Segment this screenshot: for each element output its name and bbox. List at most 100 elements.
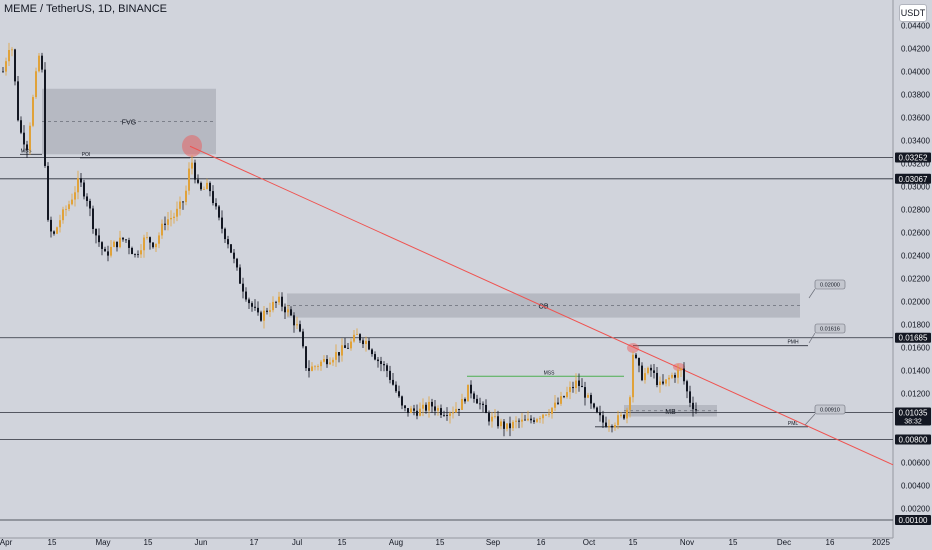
candle-down — [134, 254, 136, 255]
level-label: MSS — [544, 370, 556, 376]
candle-up — [5, 61, 7, 72]
candle-down — [47, 165, 49, 220]
candle-down — [386, 365, 388, 371]
candle-down — [404, 405, 406, 409]
candle-down — [209, 182, 211, 192]
level-label: MSS — [21, 148, 33, 154]
candle-down — [125, 239, 127, 241]
candle-up — [32, 97, 34, 126]
candle-down — [281, 296, 283, 307]
candle-down — [14, 49, 16, 82]
candle-up — [206, 182, 208, 190]
candle-up — [203, 189, 205, 190]
candle-down — [578, 380, 580, 386]
candle-up — [314, 366, 316, 368]
trendline — [189, 145, 894, 466]
candle-down — [224, 228, 226, 240]
callout-label: 0.01616 — [820, 327, 840, 333]
candle-down — [563, 396, 565, 398]
candle-up — [365, 340, 367, 345]
level-label: PMH — [787, 340, 799, 346]
candle-up — [467, 384, 469, 402]
x-tick-label: Sep — [486, 538, 501, 547]
candle-up — [8, 49, 10, 62]
candle-down — [116, 241, 118, 248]
candle-up — [566, 392, 568, 398]
candle-up — [437, 408, 439, 411]
candle-up — [455, 408, 457, 413]
candle-up — [320, 361, 322, 367]
candle-up — [59, 220, 61, 228]
candle-down — [395, 384, 397, 392]
price-tag — [895, 173, 931, 184]
candle-down — [347, 347, 349, 349]
candle-down — [215, 203, 217, 207]
candle-up — [296, 324, 298, 326]
x-tick-label: 16 — [537, 538, 546, 547]
candle-up — [353, 334, 355, 342]
candle-down — [443, 414, 445, 416]
candle-up — [632, 354, 634, 398]
candle-down — [200, 182, 202, 190]
candle-up — [452, 412, 454, 414]
candle-up — [494, 416, 496, 418]
candle-down — [431, 401, 433, 407]
candle-down — [230, 244, 232, 253]
callout-pointer — [808, 288, 816, 299]
candle-up — [647, 367, 649, 374]
currency-button[interactable]: USDT — [899, 4, 927, 22]
candle-down — [434, 406, 436, 411]
candle-up — [188, 168, 190, 191]
highlight-circle — [182, 135, 202, 157]
level-label: POI — [82, 152, 91, 158]
candle-up — [146, 237, 148, 238]
candle-down — [605, 422, 607, 427]
candle-up — [161, 223, 163, 236]
candle-up — [629, 397, 631, 410]
candle-down — [227, 239, 229, 245]
candle-down — [533, 420, 535, 422]
candle-down — [122, 237, 124, 240]
candle-up — [272, 301, 274, 311]
candle-up — [110, 246, 112, 256]
x-tick-label: Jul — [292, 538, 302, 547]
candle-down — [524, 419, 526, 421]
candle-up — [545, 414, 547, 416]
candle-up — [659, 381, 661, 386]
candle-down — [674, 374, 676, 378]
candle-down — [638, 358, 640, 366]
candle-down — [392, 379, 394, 385]
candle-up — [119, 237, 121, 248]
candle-up — [263, 310, 265, 321]
y-tick-label: 0.00400 — [901, 482, 930, 491]
candle-down — [242, 283, 244, 292]
candle-up — [332, 359, 334, 363]
symbol-header[interactable]: MEME / TetherUS, 1D, BINANCE — [4, 3, 168, 15]
candle-down — [635, 354, 637, 359]
candle-down — [245, 291, 247, 300]
candle-down — [89, 200, 91, 209]
y-tick-label: 0.02200 — [901, 275, 930, 284]
y-tick-label: 0.01800 — [901, 321, 930, 330]
candle-down — [257, 307, 259, 313]
x-tick-label: 2025 — [872, 538, 890, 547]
candle-down — [683, 368, 685, 382]
candle-up — [569, 387, 571, 393]
candle-down — [497, 416, 499, 427]
candle-up — [461, 399, 463, 410]
candle-down — [440, 408, 442, 415]
x-tick-label: 15 — [338, 538, 347, 547]
candle-up — [515, 420, 517, 422]
x-tick-label: 15 — [144, 538, 153, 547]
candle-down — [83, 182, 85, 197]
callout-pointer — [808, 332, 816, 344]
candle-up — [356, 334, 358, 335]
candle-up — [536, 419, 538, 422]
candle-up — [158, 235, 160, 244]
candle-down — [326, 359, 328, 365]
candle-down — [2, 71, 4, 73]
candle-down — [275, 301, 277, 303]
candle-up — [665, 379, 667, 384]
zone-mb — [624, 405, 717, 417]
